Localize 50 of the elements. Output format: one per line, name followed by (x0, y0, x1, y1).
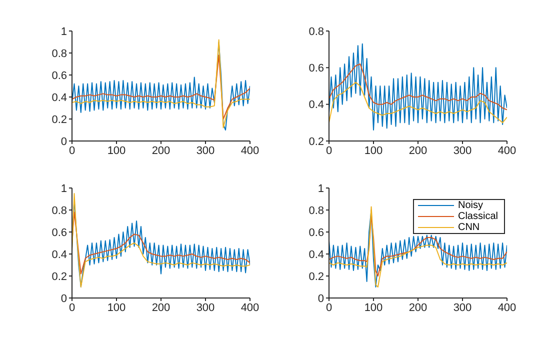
legend-label: CNN (458, 222, 480, 233)
y-tick-label: 0.8 (308, 26, 324, 38)
y-tick-label: 0.6 (308, 226, 324, 239)
line-series (72, 54, 250, 120)
x-tick-label: 400 (240, 144, 260, 157)
x-tick-label: 300 (196, 302, 215, 314)
x-tick-label: 0 (326, 302, 332, 314)
y-tick-label: 1 (60, 26, 67, 38)
y-tick-label: 1 (318, 182, 324, 195)
x-tick-label: 200 (408, 144, 428, 157)
y-tick-label: 0.4 (52, 248, 67, 261)
x-tick-label: 200 (152, 144, 170, 157)
x-tick-label: 400 (498, 144, 516, 157)
x-tick-label: 100 (364, 144, 383, 157)
x-tick-label: 300 (453, 302, 472, 314)
y-tick-label: 0.8 (52, 48, 67, 60)
x-tick-label: 300 (453, 144, 472, 157)
y-tick-label: 0.4 (308, 99, 324, 112)
y-tick-label: 0.2 (52, 270, 67, 283)
line-series (72, 212, 250, 274)
y-tick-label: 0.2 (308, 136, 324, 148)
x-tick-label: 200 (152, 302, 170, 314)
x-tick-label: 0 (326, 144, 332, 157)
legend-label: Classical (458, 211, 498, 222)
y-tick-label: 0 (60, 136, 67, 148)
y-tick-label: 0.8 (52, 204, 67, 217)
line-series (329, 64, 507, 110)
x-tick-label: 0 (68, 144, 76, 157)
legend-label: Noisy (458, 200, 483, 211)
y-tick-label: 0.4 (308, 248, 324, 261)
x-tick-label: 300 (196, 144, 215, 157)
y-tick-label: 0.4 (52, 92, 67, 104)
y-tick-label: 0.6 (308, 62, 324, 75)
y-tick-label: 0.6 (52, 70, 67, 82)
x-tick-label: 100 (364, 302, 383, 314)
y-tick-label: 0.8 (308, 204, 324, 217)
x-tick-label: 100 (107, 144, 126, 157)
y-tick-label: 0 (60, 292, 67, 305)
y-tick-label: 1 (60, 182, 67, 195)
x-tick-label: 100 (107, 302, 126, 314)
line-series (329, 43, 507, 130)
y-tick-label: 0.2 (308, 270, 324, 283)
x-tick-label: 400 (498, 302, 516, 314)
line-series (329, 82, 507, 124)
y-tick-label: 0.2 (52, 114, 67, 126)
x-tick-label: 400 (240, 302, 260, 314)
y-tick-label: 0 (318, 292, 324, 305)
y-tick-label: 0.6 (52, 226, 67, 239)
x-tick-label: 0 (68, 302, 76, 314)
x-tick-label: 200 (408, 302, 428, 314)
